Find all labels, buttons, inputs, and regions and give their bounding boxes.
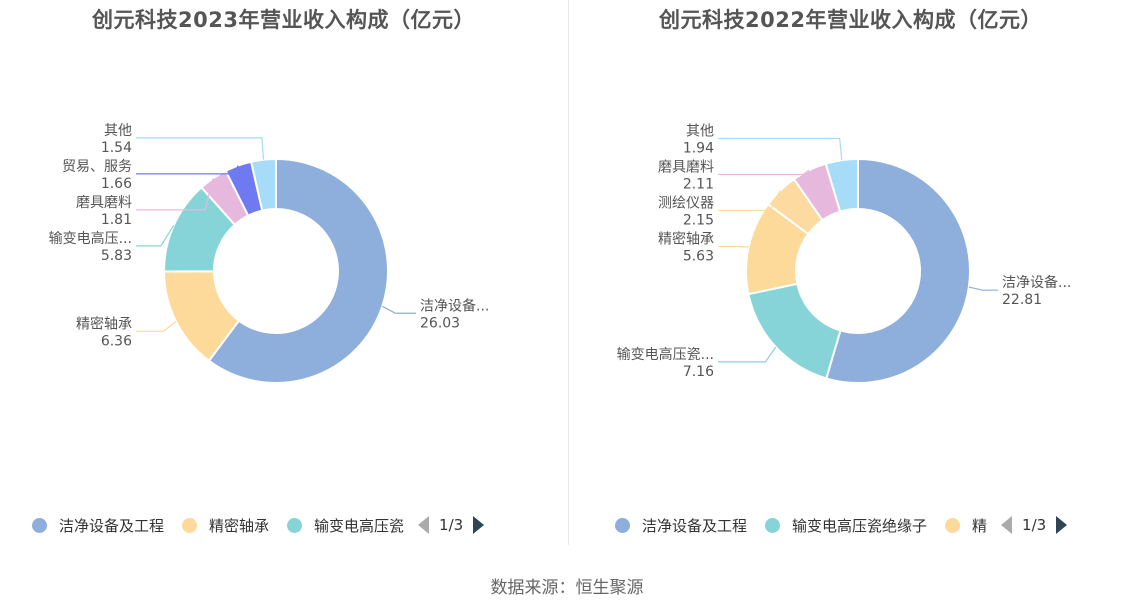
slice-value-label: 22.81 xyxy=(1002,292,1042,308)
next-page-icon[interactable] xyxy=(1056,516,1068,534)
legend-marker xyxy=(287,517,303,533)
chart-title: 创元科技2022年营业收入构成（亿元） xyxy=(659,8,1042,32)
legend: 洁净设备及工程 输变电高压瓷绝缘子 精 1/3 xyxy=(615,512,1068,538)
label-leader-line xyxy=(718,245,749,248)
next-page-icon[interactable] xyxy=(473,516,485,534)
slice-value-label: 5.63 xyxy=(683,248,714,264)
pie-slice[interactable] xyxy=(249,157,277,212)
legend-label: 洁净设备及工程 xyxy=(59,516,165,535)
slice-value-label: 2.15 xyxy=(683,212,714,228)
slice-value-label: 26.03 xyxy=(420,315,460,331)
legend-marker xyxy=(615,517,630,533)
legend-item[interactable]: 精密轴承 xyxy=(182,515,269,536)
chart-panel-2022: 创元科技2022年营业收入构成（亿元） 其他 1.94 磨具磨料 2.11 测绘仪器 2.… xyxy=(567,0,1134,560)
label-leader-line xyxy=(718,169,810,176)
slice-label: 贸易、服务 xyxy=(62,159,132,175)
legend-label: 输变电高压瓷 xyxy=(314,516,405,535)
pie-slice[interactable] xyxy=(207,157,389,384)
slice-label: 洁净设备... xyxy=(420,297,489,314)
label-leader-line xyxy=(136,165,239,175)
chart-title: 创元科技2023年营业收入构成（亿元） xyxy=(92,8,475,32)
label-leader-line xyxy=(718,137,843,161)
pie-slice[interactable] xyxy=(747,282,842,380)
slice-value-label: 2.11 xyxy=(683,176,714,192)
legend-item[interactable]: 输变电高压瓷绝缘子 xyxy=(765,515,927,536)
prev-page-icon[interactable] xyxy=(418,516,430,534)
legend-label: 精密轴承 xyxy=(209,516,270,535)
slice-label: 其他 xyxy=(686,123,714,139)
slice-label: 磨具磨料 xyxy=(658,159,714,175)
legend-marker xyxy=(765,517,781,533)
legend: 洁净设备及工程 精密轴承 输变电高压瓷 1/3 xyxy=(32,512,485,538)
label-leader-line xyxy=(136,225,175,247)
slice-value-label: 5.83 xyxy=(101,248,132,264)
slice-label: 精密轴承 xyxy=(76,315,132,332)
chart-panel-2023: 创元科技2023年营业收入构成（亿元） 其他 1.54 贸易、服务 1.66 磨具磨料 1… xyxy=(0,0,567,560)
legend-marker xyxy=(182,517,198,533)
slice-label: 其他 xyxy=(104,123,132,139)
legend-page-indicator: 1/3 xyxy=(439,516,464,534)
slice-value-label: 1.66 xyxy=(101,176,132,192)
legend-item[interactable]: 输变电高压瓷 xyxy=(287,515,404,536)
legend-label: 精 xyxy=(972,516,988,535)
legend-marker xyxy=(945,517,961,533)
label-leader-line xyxy=(718,190,781,212)
legend-item[interactable]: 洁净设备及工程 xyxy=(615,515,747,536)
slice-value-label: 1.94 xyxy=(683,140,714,156)
legend-pager: 1/3 xyxy=(418,516,485,534)
slice-label: 精密轴承 xyxy=(658,230,714,247)
slice-label: 洁净设备... xyxy=(1002,274,1071,291)
legend-item[interactable]: 洁净设备及工程 xyxy=(32,515,164,536)
label-leader-line xyxy=(718,346,777,363)
slice-value-label: 1.81 xyxy=(101,212,132,228)
legend-page-indicator: 1/3 xyxy=(1022,516,1047,534)
legend-pager: 1/3 xyxy=(1001,516,1068,534)
pie-slice[interactable] xyxy=(824,157,859,213)
slice-label: 输变电高压... xyxy=(49,230,132,247)
label-leader-line xyxy=(968,286,998,291)
legend-label: 洁净设备及工程 xyxy=(642,516,748,535)
panel-divider xyxy=(568,0,569,545)
label-leader-line xyxy=(382,305,416,314)
label-leader-line xyxy=(136,178,214,211)
slice-value-label: 6.36 xyxy=(101,333,132,349)
pie-slice[interactable] xyxy=(825,157,971,384)
data-source-note: 数据来源：恒生聚源 xyxy=(490,578,644,598)
slice-label: 磨具磨料 xyxy=(76,195,132,211)
legend-marker xyxy=(32,517,47,533)
prev-page-icon[interactable] xyxy=(1001,516,1013,534)
slice-value-label: 1.54 xyxy=(101,140,132,156)
legend-label: 输变电高压瓷绝缘子 xyxy=(792,516,928,535)
slice-label: 输变电高压瓷... xyxy=(617,346,714,363)
label-leader-line xyxy=(136,320,177,332)
label-leader-line xyxy=(136,137,265,160)
slice-value-label: 7.16 xyxy=(683,364,714,380)
legend-item[interactable]: 精 xyxy=(945,515,987,536)
slice-label: 测绘仪器 xyxy=(658,195,714,211)
